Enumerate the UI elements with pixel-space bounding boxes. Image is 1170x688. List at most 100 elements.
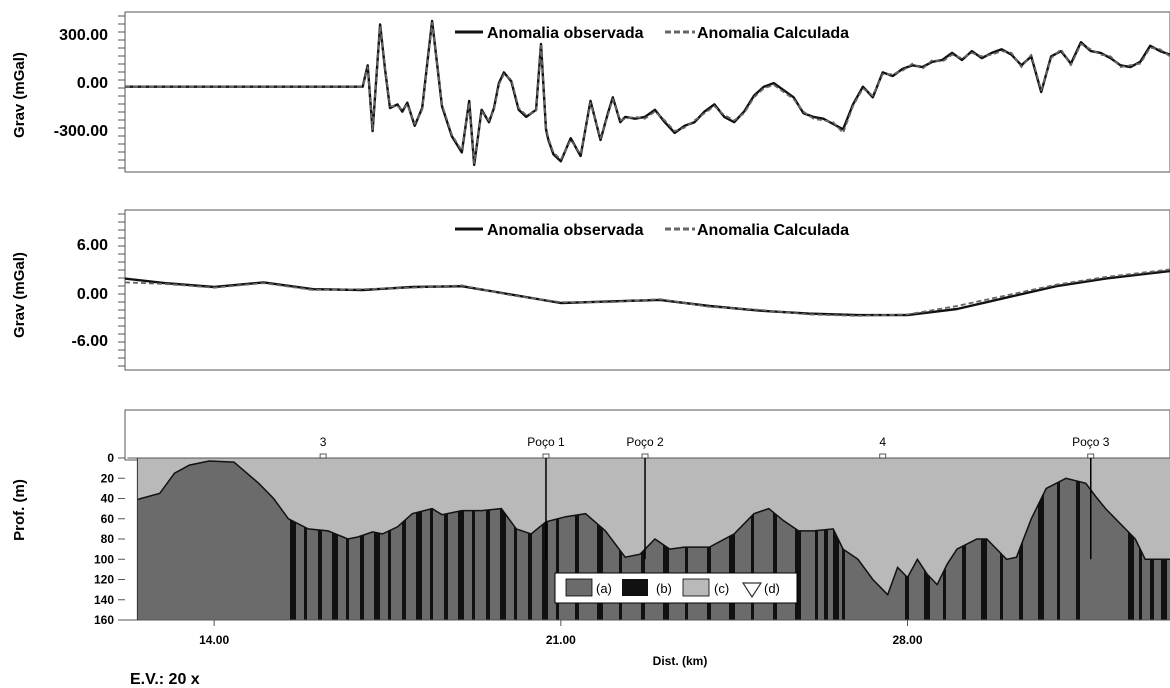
band	[500, 461, 506, 620]
band	[332, 461, 338, 620]
band	[430, 461, 433, 620]
band	[751, 461, 754, 620]
panel-2-ytick-6: 6.00	[77, 237, 108, 254]
panel-1-ytick-0: 0.00	[77, 75, 108, 92]
triangle-down-icon	[741, 582, 763, 599]
legend-observed-label: Anomalia observada	[487, 222, 644, 239]
ytick-label: 140	[94, 593, 114, 607]
calculated-line	[125, 21, 1170, 165]
ytick-label: 80	[101, 532, 115, 546]
band	[402, 461, 406, 620]
band	[575, 461, 579, 620]
band	[795, 461, 801, 620]
band	[597, 461, 603, 620]
band	[773, 461, 777, 620]
panel-2-ytick-0: 0.00	[77, 286, 108, 303]
panel-3-yticks: 0 20 40 60 80 100 120 140 160	[94, 451, 125, 627]
panel-1: Grav (mGal) 300.00 0.00 -300.00 Anomalia…	[11, 11, 1170, 173]
legend-label-d: (d)	[764, 581, 780, 596]
observed-line	[124, 269, 1170, 317]
panel-2-minor-ticks	[118, 213, 125, 367]
band	[1057, 461, 1060, 620]
legend-label-a: (a)	[596, 581, 612, 596]
panel-2: Grav (mGal) 6.00 0.00 -6.00 Anomalia obs…	[11, 209, 1170, 371]
section-legend: (a) (b) (c) (d)	[554, 572, 798, 604]
band	[374, 461, 380, 620]
ytick-label: 100	[94, 552, 114, 566]
band	[444, 461, 448, 620]
band	[304, 461, 307, 620]
legend-swatch-b	[622, 579, 648, 596]
panel-2-ytick-neg6: -6.00	[72, 333, 109, 350]
panel-3: 3 Poço 1 Poço 2 4 Poço 3 0 20 40 60 80 100 120 140 1…	[11, 409, 1170, 668]
band	[416, 461, 422, 620]
well-marker	[879, 453, 887, 459]
legend-calculated-label: Anomalia Calculada	[697, 222, 849, 239]
band	[1076, 461, 1080, 620]
band	[346, 461, 349, 620]
band	[729, 461, 735, 620]
legend-swatch-a	[565, 578, 593, 597]
panel-2-frame	[124, 209, 1170, 371]
ytick-label: 60	[101, 512, 115, 526]
well-marker	[319, 453, 327, 459]
panel-1-frame	[124, 11, 1170, 173]
ytick-label: 40	[101, 492, 115, 506]
band	[981, 461, 987, 620]
well-label: Poço 1	[527, 435, 565, 449]
basement-outline	[137, 460, 1170, 597]
band	[290, 461, 296, 620]
well-label: Poço 3	[1072, 435, 1110, 449]
legend-label-b: (b)	[656, 581, 672, 596]
band	[388, 461, 391, 620]
well-label: 3	[320, 435, 327, 449]
ytick-label: 0	[107, 451, 114, 465]
calculated-line	[124, 268, 1170, 317]
panel-1-ytick-300: 300.00	[59, 27, 108, 44]
legend-calculated-label: Anomalia Calculada	[697, 25, 849, 42]
xtick-label: 28.00	[892, 633, 922, 647]
panel-2-ylabel: Grav (mGal)	[11, 252, 28, 338]
legend-swatch-c	[682, 578, 710, 597]
panel-1-ylabel: Grav (mGal)	[11, 52, 28, 138]
well-marker	[1087, 453, 1095, 459]
observed-line	[125, 19, 1170, 167]
panel-2-legend: Anomalia observada Anomalia Calculada	[455, 222, 849, 239]
section-legend-box	[554, 572, 798, 604]
band	[528, 461, 532, 620]
legend-label-c: (c)	[714, 581, 729, 596]
well-marker	[641, 453, 649, 459]
panel-1-series	[125, 19, 1170, 167]
band	[486, 461, 490, 620]
xtick-label: 14.00	[199, 633, 229, 647]
geologic-section	[125, 457, 1170, 621]
well-marker	[542, 453, 550, 459]
ytick-label: 160	[94, 613, 114, 627]
band	[472, 461, 475, 620]
panel-1-legend: Anomalia observada Anomalia Calculada	[455, 25, 849, 42]
panel-3-xticks: 14.00 21.00 28.00	[199, 620, 923, 647]
panel-1-ytick-neg300: -300.00	[54, 123, 108, 140]
band	[360, 461, 364, 620]
panel-3-ylabel: Prof. (m)	[11, 479, 28, 541]
xtick-label: 21.00	[546, 633, 576, 647]
wells: 3 Poço 1 Poço 2 4 Poço 3	[319, 435, 1110, 560]
panel-2-series	[124, 268, 1170, 317]
band	[514, 461, 517, 620]
well-label: 4	[879, 435, 886, 449]
band	[542, 461, 548, 620]
band	[833, 461, 839, 620]
well-label: Poço 2	[626, 435, 664, 449]
panel-1-minor-ticks	[118, 15, 125, 169]
band	[556, 461, 559, 620]
vertical-exaggeration: E.V.: 20 x	[130, 671, 200, 688]
ytick-label: 120	[94, 573, 114, 587]
band	[1128, 461, 1134, 620]
band	[815, 461, 818, 620]
band	[824, 461, 828, 620]
panel-3-xlabel: Dist. (km)	[653, 654, 708, 668]
band	[1038, 461, 1044, 620]
legend-observed-label: Anomalia observada	[487, 25, 644, 42]
band	[318, 461, 322, 620]
